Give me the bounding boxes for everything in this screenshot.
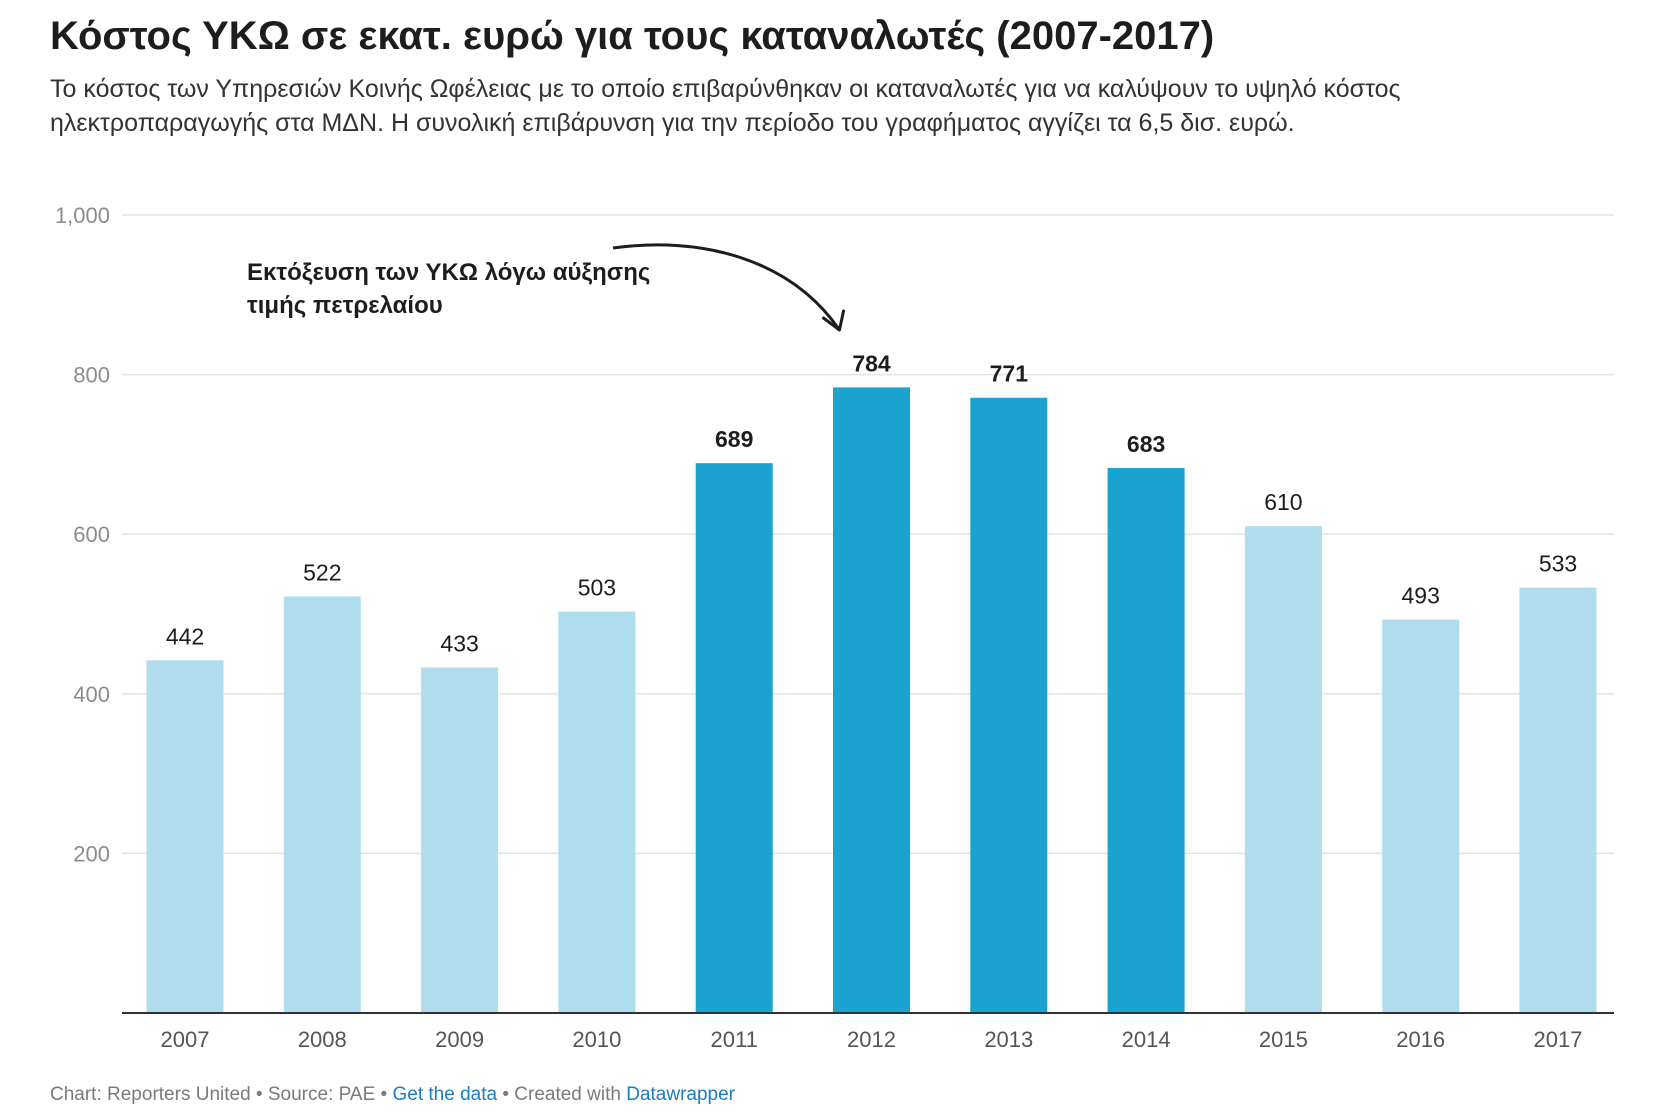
datawrapper-link[interactable]: Datawrapper [626,1084,735,1105]
x-tick-label: 2010 [572,1027,621,1052]
x-tick-label: 2016 [1396,1027,1445,1052]
bar [833,387,910,1013]
bar [970,397,1048,1013]
data-label: 771 [990,361,1029,387]
bar [1244,526,1322,1013]
arrow-head-icon [822,309,845,332]
data-label: 610 [1264,489,1302,515]
bar [146,660,224,1013]
x-tick-label: 2011 [711,1027,758,1052]
created-with-label: Created with [514,1084,621,1105]
bar [695,463,773,1014]
bar [283,596,361,1013]
get-the-data-link[interactable]: Get the data [392,1084,498,1105]
annotation-text: τιμής πετρελαίου [247,292,443,319]
chart-credit: Chart: Reporters United [50,1084,251,1105]
value-labels: 442 522 433 503 689 784 771 683 610 493 533 [166,350,1577,656]
annotation-text: Εκτόξευση των ΥΚΩ λόγω αύξησης [247,259,650,286]
x-tick-label: 2017 [1534,1027,1583,1052]
chart-description: Το κόστος των Υπηρεσιών Κοινής Ωφέλειας … [50,75,1401,137]
y-tick-label: 400 [73,682,110,707]
y-tick-label: 600 [73,522,110,547]
data-label: 503 [578,575,616,601]
source-credit: Source: PAE [267,1084,376,1105]
x-tick-label: 2012 [847,1027,896,1052]
x-axis-labels: 2007 2008 2009 2010 2011 2012 2013 2014 2015 2016… [161,1027,1583,1052]
x-tick-label: 2007 [161,1027,210,1052]
data-label: 522 [303,559,341,585]
x-tick-label: 2008 [298,1027,347,1052]
data-label: 683 [1127,431,1165,457]
x-tick-label: 2015 [1259,1027,1308,1052]
y-axis-labels: 200 400 600 800 1,000 [55,203,110,866]
bar [1382,619,1460,1013]
bar [1519,587,1597,1013]
data-label: 784 [852,350,891,376]
y-tick-label: 200 [73,841,110,866]
footer-separator: • [497,1084,515,1105]
gridlines [122,214,1614,855]
y-tick-label: 1,000 [55,203,110,228]
bar [421,667,499,1013]
data-label: 533 [1539,551,1577,577]
bar [1107,467,1185,1013]
x-tick-label: 2013 [984,1027,1033,1052]
footer-separator: • [250,1084,268,1105]
data-label: 493 [1402,583,1440,609]
data-label: 442 [166,623,204,649]
data-label: 433 [440,630,478,656]
y-tick-label: 800 [73,363,110,388]
annotation-arrow [612,243,841,331]
bar [558,611,636,1013]
data-label: 689 [715,426,753,452]
chart-footer: Chart: Reporters United • Source: PAE • … [50,1084,735,1106]
annotation: Εκτόξευση των ΥΚΩ λόγω αύξησης τιμής πετρ… [247,243,845,332]
x-tick-label: 2014 [1122,1027,1171,1052]
footer-separator: • [375,1084,393,1105]
chart-header: Κόστος ΥΚΩ σε εκατ. ευρώ για τους κατανα… [50,0,1630,140]
chart-title: Κόστος ΥΚΩ σε εκατ. ευρώ για τους κατανα… [50,14,1215,58]
x-tick-label: 2009 [435,1027,484,1052]
bars [146,387,1597,1014]
